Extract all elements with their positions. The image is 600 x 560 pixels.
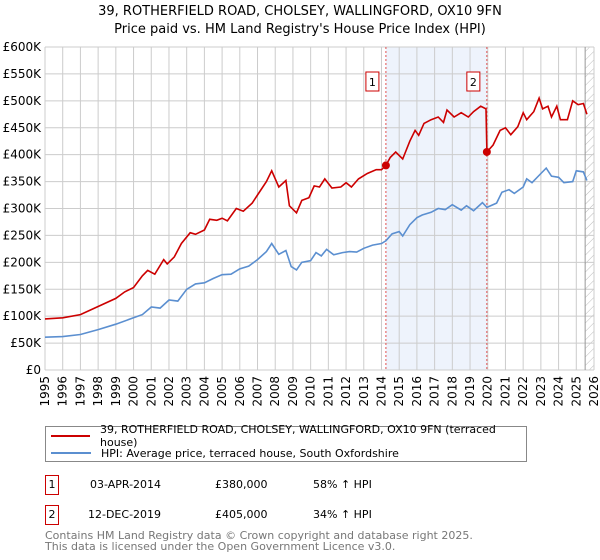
sale-label: 1 xyxy=(369,76,376,89)
y-tick-label: £300K xyxy=(3,202,43,216)
x-tick-label: 2021 xyxy=(498,376,512,407)
x-tick-label: 1997 xyxy=(73,376,87,407)
legend-label: 39, ROTHERFIELD ROAD, CHOLSEY, WALLINGFO… xyxy=(100,423,496,449)
sale-point xyxy=(381,161,390,170)
x-tick-label: 2003 xyxy=(180,376,194,407)
sale-label: 2 xyxy=(470,76,477,89)
transaction-date: 03-APR-2014 xyxy=(90,478,162,491)
y-tick-label: £350K xyxy=(3,175,43,189)
x-tick-label: 2019 xyxy=(463,376,477,407)
transaction-hpi: 34% ↑ HPI xyxy=(313,508,372,521)
transaction-number: 1 xyxy=(45,475,59,495)
legend: 39, ROTHERFIELD ROAD, CHOLSEY, WALLINGFO… xyxy=(45,423,527,462)
x-tick-label: 2006 xyxy=(233,376,247,407)
x-tick-label: 2022 xyxy=(516,376,530,407)
x-tick-label: 2025 xyxy=(569,376,583,407)
footer-line: Contains HM Land Registry data © Crown c… xyxy=(45,529,473,542)
x-tick-label: 2011 xyxy=(321,376,335,407)
x-tick-label: 2001 xyxy=(144,376,158,407)
legend-swatch-red xyxy=(51,435,90,437)
transaction-hpi: 58% ↑ HPI xyxy=(313,478,372,491)
x-tick-label: 2013 xyxy=(357,376,371,407)
x-tick-label: 1998 xyxy=(91,376,105,407)
y-tick-label: £50K xyxy=(10,336,42,350)
x-tick-label: 2024 xyxy=(552,376,566,407)
x-tick-label: 2009 xyxy=(286,376,300,407)
transaction-row: 2 12-DEC-2019 £405,000 34% ↑ HPI xyxy=(45,505,545,525)
x-tick-label: 2015 xyxy=(392,376,406,407)
y-tick-label: £500K xyxy=(3,94,43,108)
x-tick-label: 2012 xyxy=(339,376,353,407)
property-series-line xyxy=(44,95,588,320)
sale-point xyxy=(482,147,491,156)
x-tick-label: 2004 xyxy=(197,376,211,407)
x-tick-label: 1996 xyxy=(56,376,70,407)
y-tick-label: £150K xyxy=(3,282,43,296)
footer: Contains HM Land Registry data © Crown c… xyxy=(45,530,473,552)
x-tick-label: 2010 xyxy=(304,376,318,407)
x-tick-label: 1995 xyxy=(38,376,52,407)
chart-subtitle: Price paid vs. HM Land Registry's House … xyxy=(114,22,486,37)
x-tick-label: 2007 xyxy=(251,376,265,407)
y-tick-label: £400K xyxy=(3,148,43,162)
y-tick-label: £550K xyxy=(3,67,43,81)
chart-title: 39, ROTHERFIELD ROAD, CHOLSEY, WALLINGFO… xyxy=(98,4,502,19)
transaction-price: £380,000 xyxy=(215,478,268,491)
hpi-series-line xyxy=(44,166,588,338)
y-tick-label: £0 xyxy=(26,363,41,377)
x-tick-label: 2018 xyxy=(445,376,459,407)
x-tick-label: 2000 xyxy=(127,376,141,407)
x-tick-label: 2014 xyxy=(374,376,388,407)
x-tick-label: 1999 xyxy=(109,376,123,407)
x-tick-label: 2017 xyxy=(428,376,442,407)
legend-item-property: 39, ROTHERFIELD ROAD, CHOLSEY, WALLINGFO… xyxy=(51,423,526,449)
legend-swatch-blue xyxy=(51,452,91,454)
x-tick-label: 2005 xyxy=(215,376,229,407)
x-tick-label: 2002 xyxy=(162,376,176,407)
y-tick-label: £450K xyxy=(3,121,43,135)
legend-item-hpi: HPI: Average price, terraced house, Sout… xyxy=(51,445,399,461)
transaction-date: 12-DEC-2019 xyxy=(88,508,162,521)
y-tick-label: £250K xyxy=(3,228,43,242)
price-chart: 1995 1996 1997 1998 1999 2000 2001 2002 2003 2004… xyxy=(3,40,600,407)
legend-label: HPI: Average price, terraced house, Sout… xyxy=(101,446,399,460)
y-tick-label: £200K xyxy=(3,255,43,269)
transaction-row: 1 03-APR-2014 £380,000 58% ↑ HPI xyxy=(45,475,545,495)
transaction-price: £405,000 xyxy=(215,508,268,521)
footer-line: This data is licensed under the Open Gov… xyxy=(45,540,396,553)
x-tick-label: 2026 xyxy=(587,376,600,407)
transaction-number: 2 xyxy=(45,505,59,525)
x-tick-label: 2020 xyxy=(481,376,495,407)
y-tick-label: £600K xyxy=(3,40,43,54)
x-tick-label: 2008 xyxy=(268,376,282,407)
x-tick-label: 2023 xyxy=(534,376,548,407)
x-tick-label: 2016 xyxy=(410,376,424,407)
sale-label-box xyxy=(466,71,481,92)
sale-label-box xyxy=(365,71,380,92)
y-tick-label: £100K xyxy=(3,309,43,323)
